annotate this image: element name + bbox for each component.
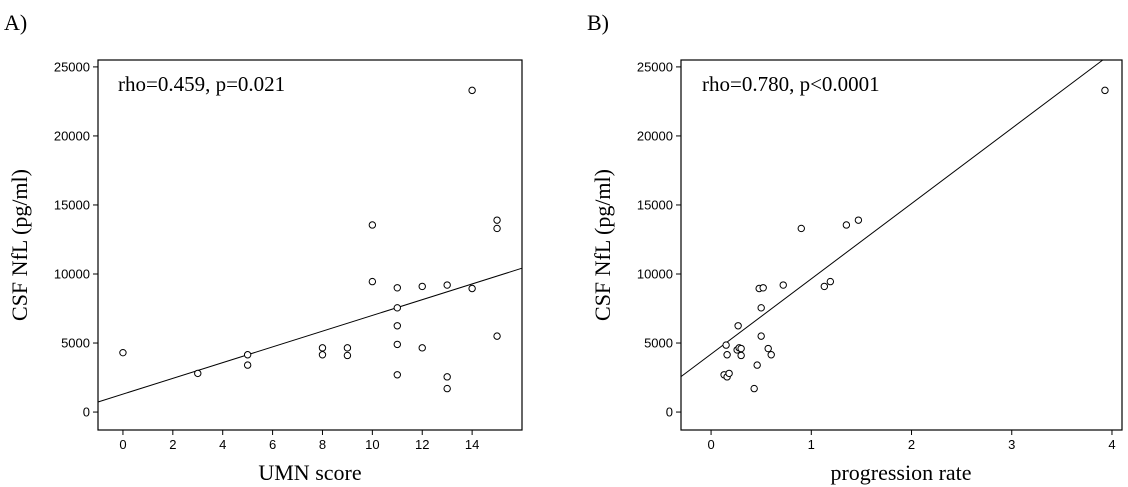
panel-a-data-point: [468, 284, 476, 293]
panel-b-y-tick-label: 25000: [637, 59, 673, 74]
panel-b-data-point: [820, 282, 829, 291]
panel-b-data-point: [723, 351, 731, 359]
panel-a-data-point: [343, 344, 352, 352]
panel-b-data-point: [1101, 86, 1109, 95]
panel-a-x-tick-label: 14: [465, 437, 479, 452]
panel-a-data-point: [243, 361, 252, 369]
panel-a-data-point: [493, 224, 501, 233]
panel-a-x-tick-label: 0: [119, 437, 126, 452]
panel-a-data-point: [418, 282, 426, 291]
panel-b-data-point: [722, 341, 730, 349]
panel-a-data-point: [318, 351, 327, 359]
panel-a-data-point: [119, 348, 127, 357]
panel-a-y-tick-label: 5000: [61, 336, 90, 351]
panel-b-label: B): [587, 10, 609, 35]
panel-a-data-point: [443, 384, 451, 393]
panel-b-x-tick-label: 1: [808, 437, 815, 452]
panel-a-data-point: [368, 277, 377, 286]
panel-b-x-tick-label: 2: [908, 437, 915, 452]
panel-a-label: A): [4, 10, 27, 35]
panel-a-data-point: [418, 344, 426, 352]
panel-b-data-point: [737, 351, 745, 360]
panel-b-y-tick-label: 5000: [644, 336, 673, 351]
panel-a-x-tick-label: 2: [169, 437, 176, 452]
panel-a-data-point: [393, 304, 401, 312]
panel-b-annotation: rho=0.780, p<0.0001: [702, 72, 880, 96]
panel-a-data-point: [443, 373, 451, 381]
panel-a-x-axis-title: UMN score: [258, 460, 361, 485]
panel-a-plot-frame: [97, 59, 523, 431]
panel-a-data-point: [393, 322, 401, 330]
panel-a-y-tick-label: 10000: [54, 266, 90, 281]
panel-a-x-tick-label: 10: [365, 437, 379, 452]
panel-b-data-point: [759, 284, 767, 292]
panel-b-x-tick-label: 4: [1108, 437, 1115, 452]
panel-b-y-tick-label: 20000: [637, 128, 673, 143]
panel-a-data-point: [493, 332, 501, 340]
panel-b-data-point: [757, 304, 765, 312]
panel-b-marks: 0 1 2 3 4 0 5000 10000 15000 20000 25000: [637, 59, 1116, 452]
panel-a-x-tick-label: 12: [415, 437, 429, 452]
panel-b-data-point: [725, 369, 733, 378]
panel-a-data-point: [343, 351, 352, 360]
panel-b-data-point: [842, 221, 851, 229]
panel-a-data-point: [443, 281, 451, 289]
panel-b-x-axis-title: progression rate: [830, 460, 971, 485]
panel-b-data-point: [826, 277, 835, 286]
panel-a-data-point: [318, 344, 327, 352]
panel-b-plot-frame: [680, 59, 1123, 431]
panel-a-y-tick-label: 0: [83, 405, 90, 420]
panel-b-data-point: [854, 216, 863, 224]
panel-b-y-tick-label: 10000: [637, 266, 673, 281]
panel-b-y-tick-label: 0: [666, 405, 673, 420]
panel-b-x-tick-label: 0: [707, 437, 714, 452]
panel-a-data-point: [393, 340, 401, 349]
panel-a-x-tick-label: 8: [319, 437, 326, 452]
panel-a-marks: 0 2 4 6 8 10 12 14 0 5000 10000 15000 20000 25000: [54, 59, 523, 452]
panel-a-y-tick-label: 25000: [54, 59, 90, 74]
panel-b-data-point: [753, 361, 761, 369]
panel-a-fit-line: [97, 267, 523, 403]
panel-a-annotation: rho=0.459, p=0.021: [118, 72, 285, 96]
panel-b-x-tick-label: 3: [1008, 437, 1015, 452]
panel-a-data-point: [493, 216, 501, 224]
panel-a-y-tick-label: 15000: [54, 197, 90, 212]
panel-a-data-point: [468, 86, 476, 95]
panel-a: A) 0 2 4 6 8 10 12 140500010000150002000025000 …: [4, 10, 523, 485]
panel-b-y-axis-title: CSF NfL (pg/ml): [590, 169, 615, 321]
panel-b-data-point: [757, 332, 765, 340]
panel-b-fit-line: [680, 59, 1104, 378]
panel-b-data-point: [779, 281, 787, 289]
panel-a-y-tick-label: 20000: [54, 128, 90, 143]
panel-b-data-point: [737, 344, 745, 353]
panel-b: B) 0 1 2 3 4 0 5000 10000 15000 20000 25000 rho=0.…: [587, 10, 1123, 485]
panel-a-data-point: [243, 351, 252, 359]
panel-b-data-point: [764, 344, 772, 353]
panel-b-y-tick-label: 15000: [637, 197, 673, 212]
panel-b-data-point: [797, 224, 805, 233]
panel-a-y-axis-title: CSF NfL (pg/ml): [7, 169, 32, 321]
panel-b-data-point: [767, 351, 775, 359]
panel-a-data-point: [393, 284, 401, 292]
panel-a-x-tick-label: 4: [219, 437, 226, 452]
panel-a-data-point: [393, 371, 401, 379]
panel-b-data-point: [750, 384, 758, 393]
panel-a-x-tick-label: 6: [269, 437, 276, 452]
panel-b-data-point: [734, 322, 742, 330]
panel-a-data-point: [194, 369, 202, 378]
panel-a-data-point: [368, 221, 377, 229]
